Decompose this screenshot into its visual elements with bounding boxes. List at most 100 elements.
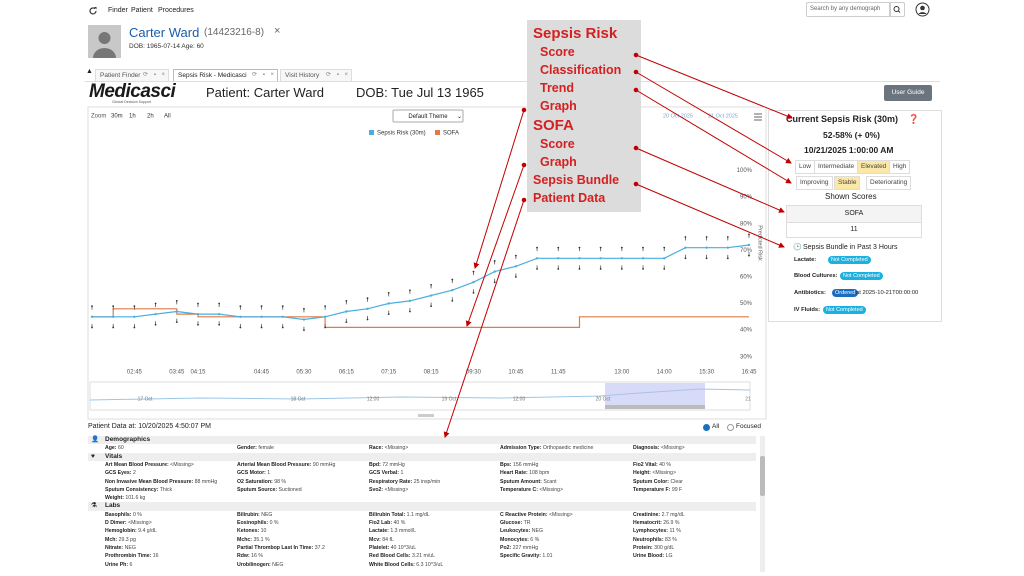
field-value: 0 %: [269, 520, 279, 526]
field-value: 227 mmHg: [512, 544, 539, 551]
x-tick-label: 06:15: [339, 370, 355, 376]
data-point: [620, 257, 624, 260]
legend-swatch[interactable]: [369, 130, 374, 135]
tab[interactable]: Patient Finder: [95, 69, 169, 81]
data-point: [451, 289, 454, 292]
field-value: female: [258, 445, 274, 452]
data-field: Height: <Missing>: [633, 469, 676, 477]
field-value: NEG: [124, 544, 136, 551]
filter-radio[interactable]: [727, 424, 734, 431]
field-value: 84 fL: [382, 536, 394, 543]
section-header[interactable]: 👤 Demographics: [88, 436, 756, 445]
data-row: D Dimer: <Missing> Eosinophils: 0 % Fio2 L…: [88, 519, 756, 527]
search-box[interactable]: Search by any demograph: [806, 2, 891, 17]
x-tick-label: 05:30: [296, 370, 312, 376]
field-label: Heart Rate:: [500, 470, 528, 477]
patient-details: DOB: 1965-07-14 Age: 60: [129, 43, 204, 50]
x-tick-label: 11:45: [551, 370, 566, 376]
data-field: Heart Rate: 108 bpm: [500, 469, 549, 477]
navigator-range[interactable]: [605, 383, 705, 405]
user-icon[interactable]: [915, 2, 930, 17]
data-field: Basophils: 0 %: [105, 511, 142, 519]
x-tick-label: 03:45: [169, 370, 185, 376]
theme-label[interactable]: Default Theme: [408, 114, 448, 120]
collapse-arrow[interactable]: ▲: [86, 68, 93, 75]
field-label: Red Blood Cells:: [369, 553, 411, 560]
field-value: Orthopaedic medicine: [542, 445, 594, 452]
tab-icons[interactable]: ⟳ ▪ ×: [252, 72, 276, 78]
tab[interactable]: Visit History: [280, 69, 352, 81]
section-title: Demographics: [105, 436, 151, 443]
data-field: Urobilinogen: NEG: [237, 561, 283, 569]
section-icon: ♥: [91, 452, 95, 460]
field-label: Creatinine:: [633, 511, 661, 518]
splitter: [418, 414, 434, 417]
field-label: Monocytes:: [500, 536, 529, 543]
field-label: Diagnosis:: [633, 445, 660, 452]
nav-link[interactable]: Procedures: [158, 7, 194, 14]
close-patient[interactable]: ×: [274, 25, 281, 37]
bundle-label: IV Fluids:: [794, 307, 821, 313]
field-value: 1: [267, 470, 271, 477]
field-value: <Missing>: [384, 486, 409, 493]
zoom-button[interactable]: 30m: [111, 114, 123, 120]
legend-label[interactable]: SOFA: [443, 131, 459, 137]
field-label: Sputum Color:: [633, 478, 670, 485]
refresh-icon[interactable]: [88, 6, 98, 16]
field-value: 101.6 kg: [125, 495, 146, 502]
tab-icons[interactable]: ⟳ ▪ ×: [326, 72, 350, 78]
user-guide-button[interactable]: User Guide: [884, 85, 932, 101]
navigator-label: 12:00: [513, 396, 526, 402]
patient-data-title: Patient Data at: 10/20/2025 4:50:07 PM: [88, 423, 211, 430]
field-label: Specific Gravity:: [500, 553, 541, 560]
data-row: Age: 60 Gender: female Race: <Missing> Admi…: [88, 444, 756, 452]
legend-swatch[interactable]: [435, 130, 440, 135]
tab[interactable]: Sepsis Risk - Medicasci: [173, 69, 278, 81]
data-field: Lactate: 1.3 mmol/L: [369, 527, 416, 535]
nav-link[interactable]: Finder: [108, 7, 128, 14]
data-point: [260, 315, 263, 319]
data-row: Weight: 101.6 kg: [88, 494, 756, 502]
banner: [85, 81, 940, 105]
help-icon[interactable]: ❓: [908, 114, 920, 124]
theme-select[interactable]: [392, 109, 464, 123]
data-field: O2 Saturation: 98 %: [237, 478, 286, 486]
filter-label[interactable]: Focused: [736, 423, 761, 430]
data-field: Neutrophils: 83 %: [633, 536, 677, 544]
classification-option: Low: [795, 160, 815, 174]
navigator-scrollbar[interactable]: [605, 405, 705, 409]
scrollbar[interactable]: [760, 436, 765, 572]
section-header[interactable]: ⚗ Labs: [88, 502, 756, 511]
patient-name: Carter Ward: [129, 25, 200, 40]
field-label: Bilirubin Total:: [369, 511, 406, 518]
zoom-button[interactable]: 2h: [147, 114, 154, 120]
data-point: [175, 310, 178, 313]
section-header[interactable]: ♥ Vitals: [88, 452, 756, 461]
tab-icons[interactable]: ⟳ ▪ ×: [143, 72, 167, 78]
x-tick-label: 02:45: [127, 370, 143, 376]
field-label: Non Invasive Mean Blood Pressure:: [105, 478, 194, 485]
error-bar: [154, 302, 157, 326]
section-icon: ⚗: [91, 502, 97, 510]
field-label: Lactate:: [369, 528, 389, 535]
field-label: C Reactive Protein:: [500, 511, 548, 518]
data-point: [111, 315, 115, 319]
filter-label[interactable]: All: [712, 423, 720, 430]
data-field: Urine Blood: LG: [633, 552, 673, 560]
field-value: 88 mmHg: [194, 478, 218, 485]
zoom-button[interactable]: All: [164, 114, 171, 120]
search-button[interactable]: [889, 2, 905, 17]
data-point: [578, 257, 581, 260]
error-bar: [197, 302, 199, 326]
legend-label[interactable]: Sepsis Risk (30m): [377, 131, 426, 137]
error-bar: [345, 299, 348, 324]
x-tick-label: 14:00: [657, 370, 673, 376]
y-tick-label: 50%: [740, 301, 753, 307]
data-field: GCS Motor: 1: [237, 469, 270, 477]
field-value: 11 %: [669, 528, 681, 535]
filter-radio[interactable]: [703, 424, 710, 431]
zoom-button[interactable]: 1h: [129, 114, 136, 120]
shown-scores-title: Shown Scores: [825, 192, 877, 201]
data-field: Bpd: 72 mmHg: [369, 461, 405, 469]
nav-link[interactable]: Patient: [131, 7, 153, 14]
